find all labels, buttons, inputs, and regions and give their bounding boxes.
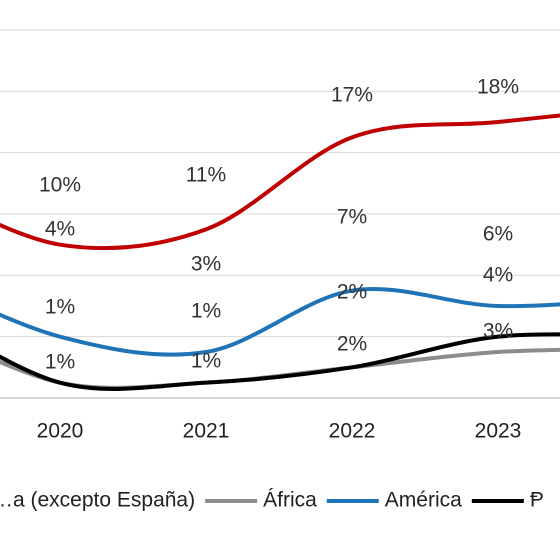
data-label: 1% (191, 300, 221, 323)
data-label: 7% (337, 206, 367, 229)
data-label: 6% (483, 223, 513, 246)
legend-label: América (385, 489, 462, 512)
series-line (0, 113, 560, 251)
legend-label: Ᵽ (530, 489, 544, 512)
x-axis-ticks: 2020 2021 2022 2023 (37, 420, 522, 443)
legend-label: África (263, 489, 317, 512)
legend: …a (excepto España) África América Ᵽ (0, 489, 544, 512)
legend-item: América (326, 489, 462, 512)
data-label: 1% (45, 296, 75, 319)
legend-item: Ᵽ (471, 489, 544, 512)
series-lines (0, 113, 560, 391)
x-tick-label: 2023 (475, 420, 522, 443)
gridlines (0, 29, 560, 399)
data-label: 4% (45, 218, 75, 241)
legend-label: …a (excepto España) (0, 489, 195, 512)
data-label: 18% (477, 76, 519, 99)
data-label: 4% (483, 264, 513, 287)
data-labels: 10% 11% 17% 18% 4% 3% 7% 6% 1% 1% 2% 4% 1% 1% 2% 3% (39, 76, 519, 374)
legend-item: África (205, 489, 317, 512)
x-tick-label: 2022 (329, 420, 376, 443)
series-line (0, 287, 560, 357)
data-label: 10% (39, 174, 81, 197)
legend-item: …a (excepto España) (0, 489, 195, 512)
data-label: 3% (191, 253, 221, 276)
data-label: 3% (483, 320, 513, 343)
data-label: 17% (331, 84, 373, 107)
data-label: 2% (337, 281, 367, 304)
x-tick-label: 2020 (37, 420, 84, 443)
data-label: 1% (45, 351, 75, 374)
data-label: 2% (337, 333, 367, 356)
data-label: 1% (191, 350, 221, 373)
series-line (0, 332, 560, 391)
data-label: 11% (186, 164, 226, 187)
x-tick-label: 2021 (183, 420, 230, 443)
